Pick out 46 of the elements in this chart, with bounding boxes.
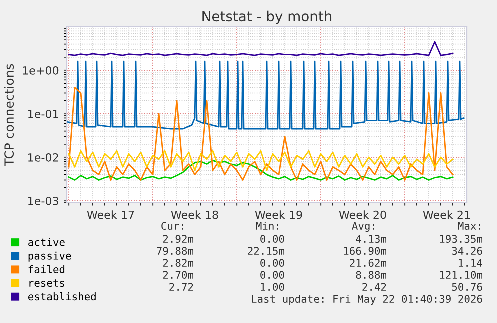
chart-title: Netstat - by month — [202, 10, 332, 24]
text: 0.00 — [260, 259, 284, 268]
y-axis-title: TCP connections — [4, 64, 14, 166]
text: 50.76 — [452, 283, 482, 292]
text: Avg: — [352, 222, 374, 232]
text: 21.62m — [350, 259, 387, 268]
text: Max: — [458, 222, 480, 230]
y-tick-label: 1e+00 — [23, 66, 59, 75]
line-series — [67, 60, 465, 130]
legend-label: passive — [28, 252, 72, 262]
text: Last update: Fri May 22 01:40:39 2026 — [252, 294, 482, 306]
line-series — [68, 160, 454, 181]
text: 2.82m — [163, 259, 194, 268]
line-series — [68, 41, 454, 56]
text: 0.00 — [260, 235, 284, 244]
text: 2.70m — [163, 271, 194, 280]
text: 8.88m — [356, 271, 387, 280]
text: 1.14 — [459, 259, 483, 267]
text: Min: — [256, 222, 278, 230]
y-tick-label: 1e-02 — [28, 153, 58, 162]
legend-label: active — [28, 238, 65, 246]
text: 4.13m — [356, 235, 387, 244]
x-tick-label: Week 19 — [255, 210, 302, 220]
text: 121.10m — [440, 271, 483, 280]
text: 79.88m — [157, 247, 194, 256]
text: Cur: — [162, 222, 184, 230]
text: 2.72 — [170, 283, 194, 291]
text: 22.15m — [248, 247, 285, 256]
x-tick-label: Week 21 — [423, 210, 470, 220]
text: 1.00 — [261, 283, 284, 292]
legend-label: established — [28, 292, 96, 301]
text: 193.35m — [440, 235, 483, 244]
x-tick-label: Week 18 — [171, 210, 218, 220]
text: 166.90m — [344, 247, 387, 256]
text: 2.92m — [163, 235, 194, 244]
legend-label: failed — [28, 265, 65, 274]
line-series — [68, 87, 454, 181]
text: 34.26 — [452, 247, 482, 256]
text: 0.00 — [260, 271, 284, 280]
line-series — [68, 150, 454, 172]
y-tick-label: 1e-03 — [28, 196, 58, 206]
legend-label: resets — [30, 280, 64, 288]
x-tick-label: Week 17 — [87, 210, 134, 220]
x-tick-label: Week 20 — [339, 210, 386, 220]
y-tick-label: 1e-01 — [28, 110, 58, 118]
text: 2.42 — [362, 283, 386, 291]
